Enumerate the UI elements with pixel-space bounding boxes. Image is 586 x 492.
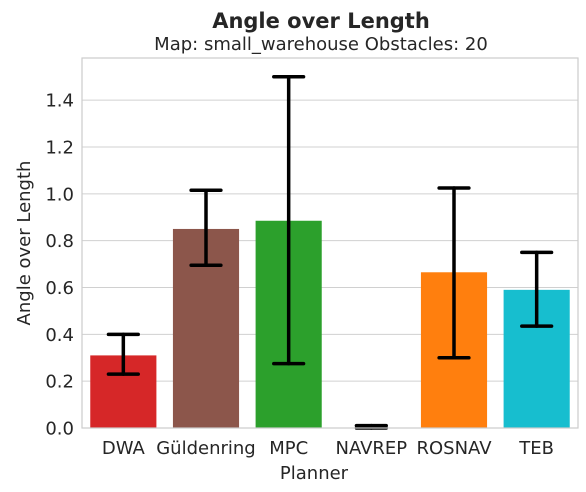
x-tick-label: Güldenring [156,438,256,459]
chart-title: Angle over Length [212,9,430,33]
bars-group [90,220,570,428]
error-bar-dwa [106,332,140,376]
error-bar-güldenring [189,188,223,267]
x-tick-label: TEB [518,438,554,459]
y-tick-label: 0.4 [45,325,74,346]
x-tick-labels: DWA Güldenring MPC NAVREP ROSNAV TEB [102,438,554,459]
y-tick-label: 1.2 [45,137,74,158]
x-tick-label: ROSNAV [416,438,492,459]
chart-subtitle: Map: small_warehouse Obstacles: 20 [154,34,488,55]
x-tick-label: NAVREP [335,438,407,459]
y-tick-labels: 0.0 0.2 0.4 0.6 0.8 1.0 1.2 1.4 [45,91,74,440]
y-tick-label: 1.0 [45,184,74,205]
plot-frame [81,57,579,429]
error-bars-group [106,74,554,430]
y-grid-lines [82,99,578,429]
y-axis-label: Angle over Length [14,161,35,326]
x-axis-label: Planner [280,463,349,484]
x-tick-label: DWA [102,438,146,459]
y-tick-label: 0.8 [45,231,74,252]
y-tick-label: 0.2 [45,372,74,393]
y-tick-label: 0.0 [45,419,74,440]
error-bar-mpc [272,74,306,366]
error-bar-rosnav [437,186,471,360]
x-tick-label: MPC [269,438,308,459]
y-tick-label: 0.6 [45,278,74,299]
error-bar-teb [520,250,554,328]
y-tick-label: 1.4 [45,91,74,112]
